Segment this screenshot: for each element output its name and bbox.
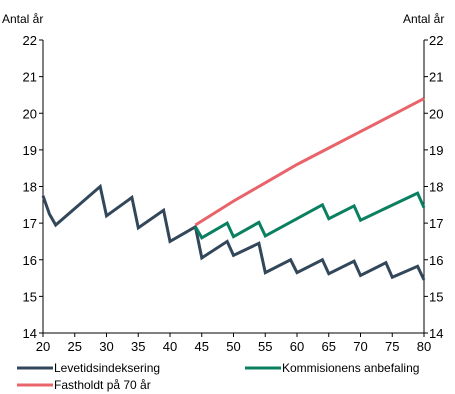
x-tick-label: 50 [226, 339, 240, 354]
left-y-tick-label: 19 [23, 143, 37, 158]
x-tick-label: 80 [417, 339, 431, 354]
x-tick-label: 55 [258, 339, 272, 354]
left-y-tick-label: 20 [23, 106, 37, 121]
legend: Levetidsindeksering Kommisionens anbefali… [17, 361, 419, 392]
axes: 14 14 15 15 16 16 17 17 18 18 19 19 20 20 21 21 22 22 20 25… [23, 33, 444, 354]
x-tick-label: 25 [68, 339, 82, 354]
legend-label-3: Fastholdt på 70 år [54, 378, 151, 392]
x-tick-label: 75 [385, 339, 399, 354]
right-y-tick-label: 22 [429, 33, 443, 48]
x-tick-label: 40 [163, 339, 177, 354]
right-y-tick-label: 20 [429, 106, 443, 121]
x-tick-label: 20 [36, 339, 50, 354]
right-y-tick-label: 19 [429, 143, 443, 158]
series-line-1 [41, 183, 426, 281]
x-tick-label: 30 [99, 339, 113, 354]
left-y-tick-label: 18 [23, 180, 37, 195]
right-y-tick-label: 21 [429, 70, 443, 85]
right-y-tick-label: 14 [429, 326, 443, 341]
right-y-tick-label: 18 [429, 180, 443, 195]
right-y-tick-label: 17 [429, 216, 443, 231]
right-y-tick-label: 15 [429, 289, 443, 304]
x-tick-label: 45 [195, 339, 209, 354]
left-y-tick-label: 21 [23, 70, 37, 85]
x-tick-label: 70 [353, 339, 367, 354]
left-y-tick-label: 16 [23, 253, 37, 268]
left-axis-title: Antal år [2, 12, 43, 26]
x-tick-label: 35 [131, 339, 145, 354]
series-line-2 [194, 191, 426, 240]
left-y-tick-label: 15 [23, 289, 37, 304]
left-y-tick-label: 14 [23, 326, 37, 341]
series-line-3 [194, 97, 425, 227]
right-y-tick-label: 16 [429, 253, 443, 268]
legend-label-1: Levetidsindeksering [54, 361, 160, 375]
left-y-tick-label: 17 [23, 216, 37, 231]
legend-label-2: Kommisionens anbefaling [282, 361, 419, 375]
left-y-tick-label: 22 [23, 33, 37, 48]
x-tick-label: 65 [322, 339, 336, 354]
series-layer [41, 97, 426, 281]
right-axis-title: Antal år [403, 12, 444, 26]
x-tick-label: 60 [290, 339, 304, 354]
